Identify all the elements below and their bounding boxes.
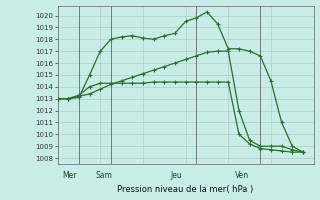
Text: Mer: Mer bbox=[62, 171, 76, 180]
Text: Ven: Ven bbox=[235, 171, 249, 180]
Text: Jeu: Jeu bbox=[171, 171, 182, 180]
Text: Sam: Sam bbox=[96, 171, 113, 180]
Text: Pression niveau de la mer( hPa ): Pression niveau de la mer( hPa ) bbox=[117, 185, 254, 194]
